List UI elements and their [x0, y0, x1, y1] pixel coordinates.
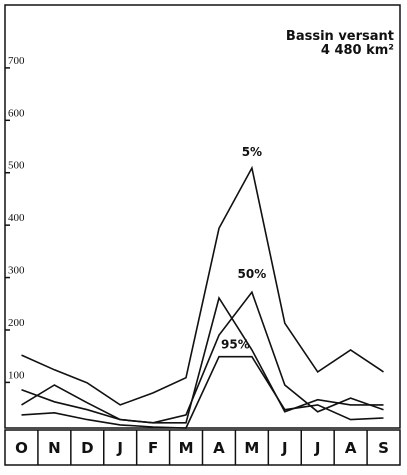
plot-frame — [4, 4, 401, 429]
x-tick-label: M — [179, 439, 194, 457]
y-tick-label: 300 — [8, 265, 25, 277]
y-tick-label: 500 — [8, 160, 25, 172]
line-label: 95% — [221, 338, 250, 352]
x-tick-label: F — [148, 439, 158, 457]
y-tick-label: 100 — [8, 369, 25, 381]
line-label: 5% — [242, 145, 262, 159]
line-series — [21, 165, 384, 406]
x-tick-label: N — [48, 439, 61, 457]
line-series — [21, 355, 384, 429]
y-tick-label: 600 — [8, 107, 25, 119]
annotation: 4 480 km² — [321, 43, 394, 58]
x-tick-label: D — [81, 439, 93, 457]
x-tick-label: J — [116, 439, 123, 457]
annotation: Bassin versant — [286, 29, 394, 44]
x-tick-label: J — [314, 439, 321, 457]
line-label: 50% — [238, 267, 267, 281]
line-series — [21, 290, 384, 424]
x-tick-label: S — [378, 439, 389, 457]
line-series — [21, 296, 384, 424]
y-tick-label: 700 — [8, 55, 25, 67]
x-tick-label: O — [15, 439, 28, 457]
x-tick-label: J — [281, 439, 288, 457]
y-tick-label: 200 — [8, 317, 25, 329]
x-tick-label: A — [213, 439, 225, 457]
y-tick-label: 400 — [8, 212, 25, 224]
x-tick-label: M — [244, 439, 259, 457]
x-tick-label: A — [345, 439, 357, 457]
